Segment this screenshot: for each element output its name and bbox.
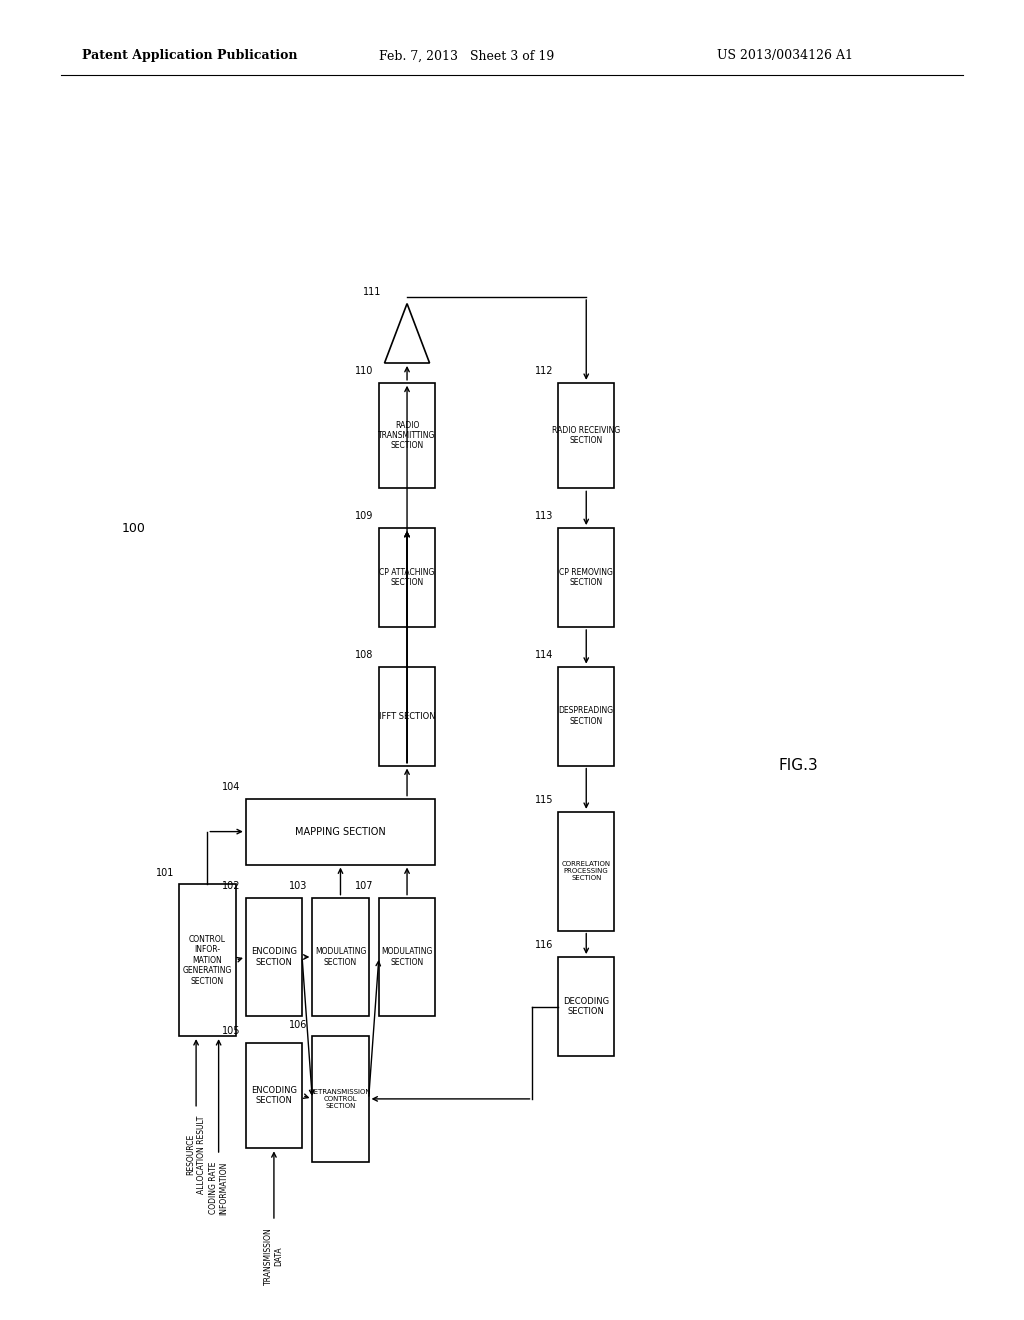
- Text: RESOURCE
ALLOCATION RESULT: RESOURCE ALLOCATION RESULT: [186, 1115, 206, 1193]
- Text: 109: 109: [355, 511, 374, 521]
- Text: 115: 115: [535, 795, 553, 805]
- Text: 104: 104: [222, 781, 241, 792]
- Text: 111: 111: [364, 286, 381, 297]
- Bar: [558, 667, 614, 766]
- Bar: [379, 667, 435, 766]
- Bar: [246, 898, 302, 1016]
- Text: RADIO
TRANSMITTING
SECTION: RADIO TRANSMITTING SECTION: [378, 421, 436, 450]
- Text: 102: 102: [222, 880, 241, 891]
- Bar: [558, 957, 614, 1056]
- Text: 108: 108: [355, 649, 374, 660]
- Text: TRANSMISSION
DATA: TRANSMISSION DATA: [264, 1228, 284, 1286]
- Text: US 2013/0034126 A1: US 2013/0034126 A1: [717, 49, 853, 62]
- Text: 114: 114: [535, 649, 553, 660]
- Bar: [558, 812, 614, 931]
- Text: MODULATING
SECTION: MODULATING SECTION: [314, 948, 367, 966]
- Text: 110: 110: [355, 366, 374, 376]
- Text: 101: 101: [156, 867, 174, 878]
- Text: CP REMOVING
SECTION: CP REMOVING SECTION: [559, 568, 613, 587]
- Text: Patent Application Publication: Patent Application Publication: [82, 49, 297, 62]
- Text: ENCODING
SECTION: ENCODING SECTION: [251, 1086, 297, 1105]
- Bar: [379, 528, 435, 627]
- Bar: [179, 884, 236, 1036]
- Bar: [558, 383, 614, 488]
- Text: 100: 100: [121, 521, 145, 535]
- Bar: [379, 383, 435, 488]
- Bar: [312, 1036, 369, 1162]
- Text: 103: 103: [289, 880, 307, 891]
- Text: 116: 116: [535, 940, 553, 950]
- Text: 105: 105: [222, 1026, 241, 1036]
- Text: FIG.3: FIG.3: [779, 758, 818, 774]
- Text: MODULATING
SECTION: MODULATING SECTION: [381, 948, 433, 966]
- Text: MAPPING SECTION: MAPPING SECTION: [295, 826, 386, 837]
- Bar: [312, 898, 369, 1016]
- Text: ENCODING
SECTION: ENCODING SECTION: [251, 948, 297, 966]
- Text: 106: 106: [289, 1019, 307, 1030]
- Bar: [246, 799, 435, 865]
- Text: 107: 107: [355, 880, 374, 891]
- Text: CONTROL
INFOR-
MATION
GENERATING
SECTION: CONTROL INFOR- MATION GENERATING SECTION: [182, 935, 232, 986]
- Text: IFFT SECTION: IFFT SECTION: [379, 711, 435, 721]
- Bar: [246, 1043, 302, 1148]
- Text: CODING RATE
INFORMATION: CODING RATE INFORMATION: [209, 1162, 228, 1214]
- Text: RADIO RECEIVING
SECTION: RADIO RECEIVING SECTION: [552, 426, 621, 445]
- Text: DECODING
SECTION: DECODING SECTION: [563, 997, 609, 1016]
- Bar: [558, 528, 614, 627]
- Text: CP ATTACHING
SECTION: CP ATTACHING SECTION: [379, 568, 435, 587]
- Bar: [379, 898, 435, 1016]
- Text: DESPREADING
SECTION: DESPREADING SECTION: [559, 706, 613, 726]
- Text: Feb. 7, 2013   Sheet 3 of 19: Feb. 7, 2013 Sheet 3 of 19: [379, 49, 554, 62]
- Text: RETRANSMISSION
CONTROL
SECTION: RETRANSMISSION CONTROL SECTION: [309, 1089, 372, 1109]
- Text: CORRELATION
PROCESSING
SECTION: CORRELATION PROCESSING SECTION: [562, 861, 610, 882]
- Text: 113: 113: [535, 511, 553, 521]
- Text: 112: 112: [535, 366, 553, 376]
